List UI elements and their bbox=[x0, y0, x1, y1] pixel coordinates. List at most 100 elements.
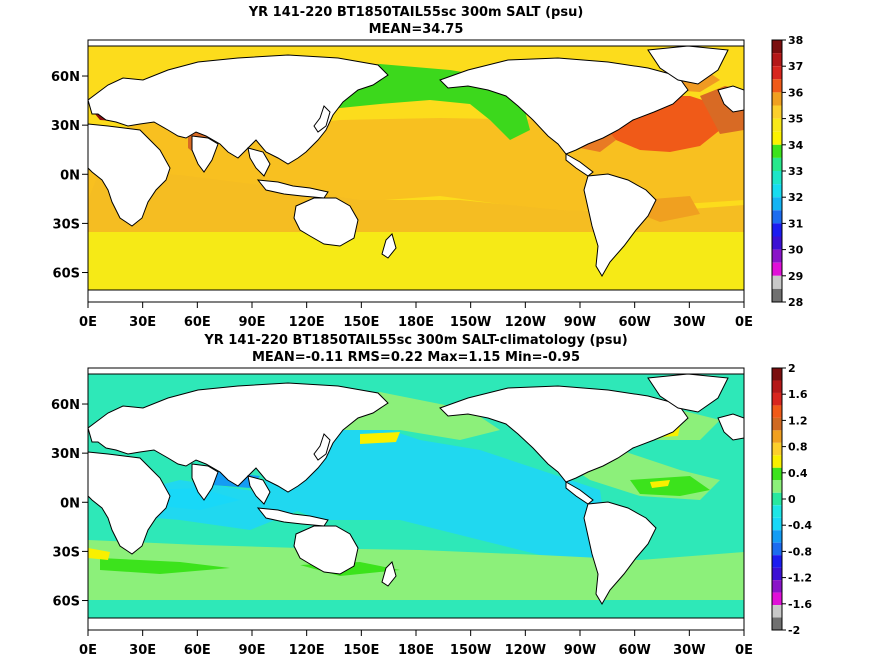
colorbar: 2 1.6 1.2 0.8 0.4 0 -0.4 -0.8 -1.2 -1.6 -2 bbox=[771, 362, 812, 637]
chart-title: YR 141-220 BT1850TAIL55sc 300m SALT-clim… bbox=[203, 333, 627, 348]
colorbar-label: 35 bbox=[788, 113, 803, 126]
colorbar-swatch bbox=[772, 417, 782, 431]
colorbar: 38 37 36 35 34 33 32 31 30 29 28 bbox=[771, 34, 804, 309]
y-tick-label: 30S bbox=[53, 545, 80, 560]
colorbar-label: -2 bbox=[788, 624, 800, 637]
x-tick-label: 0E bbox=[79, 643, 97, 656]
colorbar-swatch bbox=[772, 157, 782, 171]
colorbar-label: 32 bbox=[788, 191, 803, 204]
colorbar-swatch bbox=[772, 79, 782, 93]
map-field bbox=[88, 40, 744, 302]
x-tick-label: 60W bbox=[618, 315, 650, 330]
x-ticks: 0E 30E 60E 90E 120E 150E 180E 150W 120W 90W 60W 30W… bbox=[79, 630, 753, 656]
colorbar-swatch bbox=[772, 380, 782, 393]
colorbar-label: -1.2 bbox=[788, 572, 812, 585]
x-tick-label: 60E bbox=[184, 315, 211, 330]
y-tick-label: 60S bbox=[53, 595, 80, 610]
colorbar-label: 28 bbox=[788, 296, 803, 309]
x-tick-label: 90W bbox=[564, 315, 596, 330]
colorbar-swatch bbox=[772, 580, 782, 593]
colorbar-label: 37 bbox=[788, 60, 803, 73]
colorbar-label: 33 bbox=[788, 165, 803, 178]
x-tick-label: 150E bbox=[343, 315, 379, 330]
panel-salt-anomaly: YR 141-220 BT1850TAIL55sc 300m SALT-clim… bbox=[51, 333, 812, 656]
colorbar-swatch bbox=[772, 275, 782, 289]
x-tick-label: 150E bbox=[343, 643, 379, 656]
colorbar-label: 1.2 bbox=[788, 414, 808, 427]
colorbar-swatch bbox=[772, 53, 782, 67]
x-tick-label: 0E bbox=[735, 643, 753, 656]
colorbar-label: 1.6 bbox=[788, 388, 808, 401]
colorbar-swatch bbox=[772, 105, 782, 119]
colorbar-label: 0 bbox=[788, 493, 796, 506]
map-field bbox=[88, 368, 744, 630]
colorbar-swatch bbox=[772, 236, 782, 250]
colorbar-label: 38 bbox=[788, 34, 803, 47]
x-tick-label: 90E bbox=[239, 315, 266, 330]
x-tick-label: 0E bbox=[735, 315, 753, 330]
colorbar-swatch bbox=[772, 455, 782, 468]
y-ticks: 60N 30N 0N 30S 60S bbox=[51, 398, 88, 610]
colorbar-swatch bbox=[772, 517, 782, 531]
colorbar-swatch bbox=[772, 144, 782, 158]
colorbar-label: 0.8 bbox=[788, 441, 808, 454]
colorbar-swatch bbox=[772, 131, 782, 145]
colorbar-swatch bbox=[772, 530, 782, 543]
x-tick-label: 180E bbox=[398, 315, 434, 330]
colorbar-swatch bbox=[772, 505, 782, 518]
y-tick-label: 60N bbox=[51, 70, 80, 85]
colorbar-label: -0.4 bbox=[788, 519, 812, 532]
colorbar-label: 34 bbox=[788, 139, 804, 152]
y-ticks: 60N 30N 0N 30S 60S bbox=[51, 70, 88, 282]
colorbar-swatch bbox=[772, 442, 782, 456]
colorbar-swatch bbox=[772, 184, 782, 198]
colorbar-swatch bbox=[772, 210, 782, 224]
y-tick-label: 30S bbox=[53, 217, 80, 232]
colorbar-label: 36 bbox=[788, 86, 804, 99]
chart-title: YR 141-220 BT1850TAIL55sc 300m SALT (psu… bbox=[248, 5, 584, 20]
x-tick-label: 30W bbox=[673, 643, 705, 656]
colorbar-swatch bbox=[772, 492, 782, 506]
colorbar-swatch bbox=[772, 405, 782, 418]
colorbar-swatch bbox=[772, 430, 782, 443]
x-tick-label: 0E bbox=[79, 315, 97, 330]
chart-subtitle: MEAN=34.75 bbox=[369, 22, 464, 37]
y-tick-label: 30N bbox=[51, 119, 80, 134]
colorbar-swatch bbox=[772, 40, 782, 54]
x-tick-label: 90W bbox=[564, 643, 596, 656]
colorbar-label: 30 bbox=[788, 244, 804, 257]
colorbar-swatch bbox=[772, 542, 782, 556]
x-tick-label: 60W bbox=[618, 643, 650, 656]
colorbar-swatch bbox=[772, 592, 782, 606]
x-tick-label: 150W bbox=[450, 643, 491, 656]
colorbar-swatch bbox=[772, 605, 782, 618]
colorbar-label: 31 bbox=[788, 217, 803, 230]
y-tick-label: 60S bbox=[53, 267, 80, 282]
colorbar-swatch bbox=[772, 555, 782, 568]
x-tick-label: 30W bbox=[673, 315, 705, 330]
x-tick-label: 180E bbox=[398, 643, 434, 656]
x-tick-label: 60E bbox=[184, 643, 211, 656]
colorbar-label: -1.6 bbox=[788, 598, 812, 611]
x-tick-label: 90E bbox=[239, 643, 266, 656]
colorbar-swatch bbox=[772, 118, 782, 132]
y-tick-label: 30N bbox=[51, 447, 80, 462]
panel-salt: YR 141-220 BT1850TAIL55sc 300m SALT (psu… bbox=[51, 5, 804, 330]
x-ticks: 0E 30E 60E 90E 120E 150E 180E 150W 120W 90W 60W 30W… bbox=[79, 302, 753, 330]
chart-subtitle: MEAN=-0.11 RMS=0.22 Max=1.15 Min=-0.95 bbox=[252, 350, 580, 365]
y-tick-label: 60N bbox=[51, 398, 80, 413]
x-tick-label: 30E bbox=[129, 643, 156, 656]
y-tick-label: 0N bbox=[60, 496, 80, 511]
colorbar-swatch bbox=[772, 92, 782, 106]
x-tick-label: 30E bbox=[129, 315, 156, 330]
colorbar-swatch bbox=[772, 66, 782, 80]
colorbar-label: -0.8 bbox=[788, 545, 812, 558]
colorbar-swatch bbox=[772, 368, 782, 381]
x-tick-label: 120W bbox=[505, 315, 546, 330]
colorbar-swatch bbox=[772, 197, 782, 211]
colorbar-swatch bbox=[772, 392, 782, 406]
colorbar-swatch bbox=[772, 480, 782, 493]
colorbar-label: 2 bbox=[788, 362, 796, 375]
colorbar-label: 0.4 bbox=[788, 467, 808, 480]
